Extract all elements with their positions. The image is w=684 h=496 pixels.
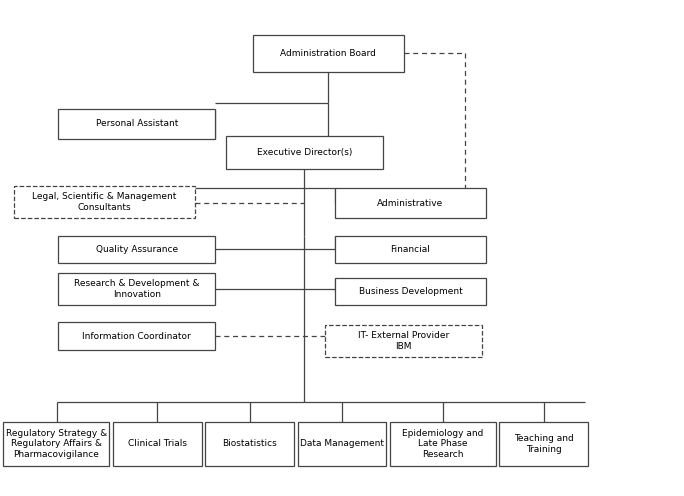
Text: Administrative: Administrative: [378, 199, 443, 208]
FancyBboxPatch shape: [58, 109, 215, 139]
Text: Biostatistics: Biostatistics: [222, 439, 277, 448]
FancyBboxPatch shape: [325, 325, 482, 357]
FancyBboxPatch shape: [298, 422, 386, 466]
FancyBboxPatch shape: [58, 322, 215, 350]
FancyBboxPatch shape: [205, 422, 294, 466]
FancyBboxPatch shape: [335, 278, 486, 305]
Text: Quality Assurance: Quality Assurance: [96, 245, 178, 254]
FancyBboxPatch shape: [58, 236, 215, 263]
FancyBboxPatch shape: [390, 422, 496, 466]
Text: IT- External Provider
IBM: IT- External Provider IBM: [358, 331, 449, 351]
FancyBboxPatch shape: [499, 422, 588, 466]
FancyBboxPatch shape: [335, 236, 486, 263]
Text: Business Development: Business Development: [358, 287, 462, 296]
Text: Clinical Trials: Clinical Trials: [128, 439, 187, 448]
Text: Teaching and
Training: Teaching and Training: [514, 434, 574, 454]
Text: Administration Board: Administration Board: [280, 49, 376, 58]
Text: Regulatory Strategy &
Regulatory Affairs &
Pharmacovigilance: Regulatory Strategy & Regulatory Affairs…: [5, 429, 107, 459]
Text: Research & Development &
Innovation: Research & Development & Innovation: [74, 279, 200, 299]
FancyBboxPatch shape: [14, 186, 195, 218]
FancyBboxPatch shape: [253, 35, 404, 72]
FancyBboxPatch shape: [58, 273, 215, 305]
Text: Financial: Financial: [391, 245, 430, 254]
Text: Executive Director(s): Executive Director(s): [256, 148, 352, 157]
Text: Legal, Scientific & Management
Consultants: Legal, Scientific & Management Consultan…: [32, 192, 176, 212]
Text: Personal Assistant: Personal Assistant: [96, 120, 178, 128]
FancyBboxPatch shape: [113, 422, 202, 466]
Text: Information Coordinator: Information Coordinator: [83, 331, 191, 341]
FancyBboxPatch shape: [3, 422, 109, 466]
Text: Epidemiology and
Late Phase
Research: Epidemiology and Late Phase Research: [402, 429, 484, 459]
FancyBboxPatch shape: [226, 136, 383, 169]
Text: Data Management: Data Management: [300, 439, 384, 448]
FancyBboxPatch shape: [335, 188, 486, 218]
